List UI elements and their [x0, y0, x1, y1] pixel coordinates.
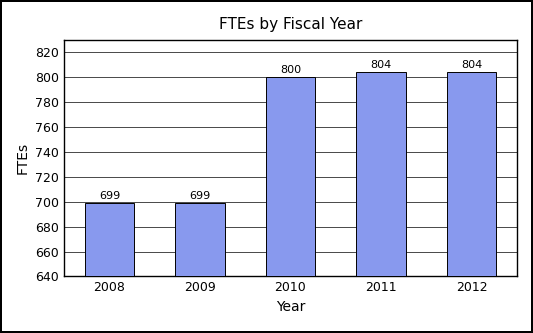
X-axis label: Year: Year — [276, 300, 305, 314]
Text: 699: 699 — [99, 191, 120, 201]
Bar — [447, 72, 496, 333]
Text: 804: 804 — [461, 61, 482, 71]
Bar — [85, 203, 134, 333]
Text: 804: 804 — [370, 61, 392, 71]
Text: 699: 699 — [189, 191, 211, 201]
Bar — [356, 72, 406, 333]
Y-axis label: FTEs: FTEs — [15, 142, 29, 174]
Bar — [265, 77, 316, 333]
Title: FTEs by Fiscal Year: FTEs by Fiscal Year — [219, 17, 362, 32]
Bar — [175, 203, 225, 333]
Text: 800: 800 — [280, 65, 301, 75]
